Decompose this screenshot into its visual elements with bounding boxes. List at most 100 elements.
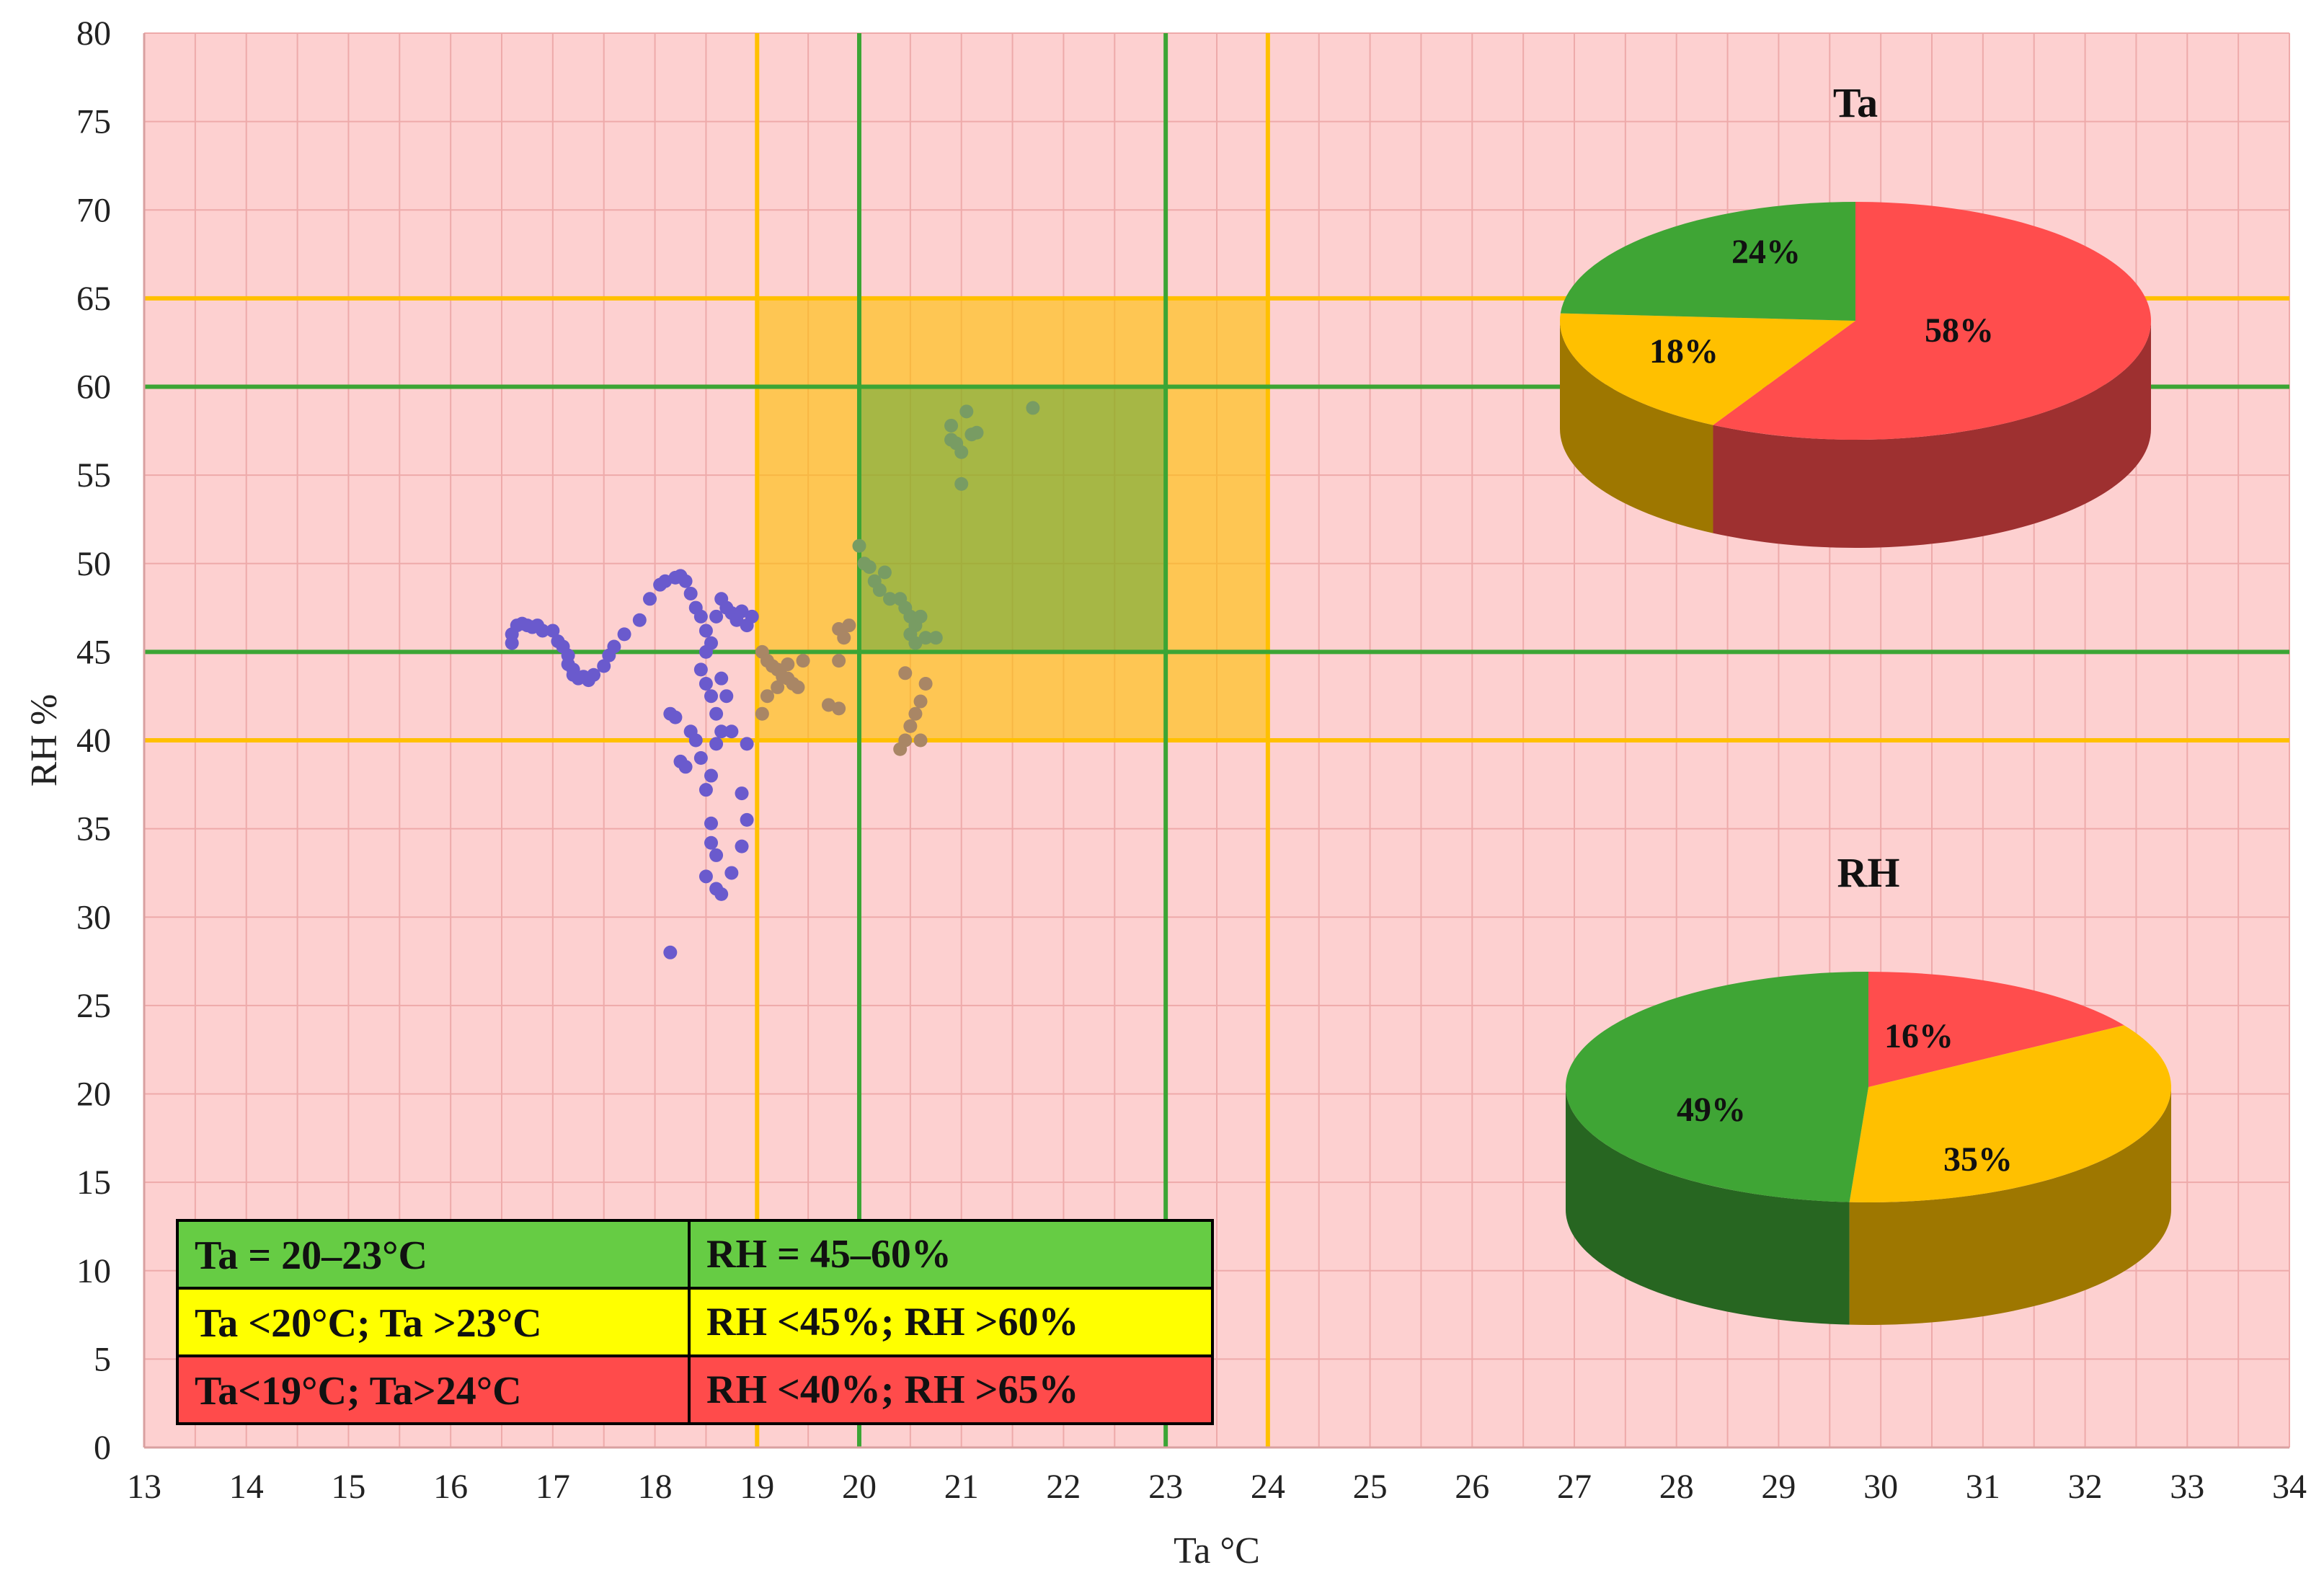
pie-slice-label: 49% <box>1677 1091 1746 1129</box>
pie-rh-title: RH <box>1837 849 1900 896</box>
data-point <box>663 945 678 959</box>
pie-chart-ta: 58% 18% 24% <box>1560 201 2152 548</box>
data-point <box>536 624 550 638</box>
pie-slice <box>1560 202 1855 321</box>
data-point <box>663 706 678 721</box>
pie-slice-label: 58% <box>1925 311 1994 350</box>
y-axis-label: RH % <box>24 694 65 787</box>
data-point <box>704 816 719 830</box>
x-tick-label: 23 <box>1148 1468 1183 1506</box>
data-point <box>883 592 897 606</box>
data-point <box>918 631 933 645</box>
data-point <box>877 565 892 580</box>
pie-slice-label: 35% <box>1943 1140 2013 1179</box>
y-tick-label: 60 <box>76 368 111 407</box>
data-point <box>597 659 611 673</box>
x-tick-label: 13 <box>127 1468 161 1506</box>
legend-ta-range: Ta<19°C; Ta>24°C <box>195 1369 522 1414</box>
data-point <box>617 627 631 642</box>
data-point <box>913 733 928 748</box>
data-point <box>837 631 851 645</box>
x-tick-label: 27 <box>1557 1468 1592 1506</box>
data-point <box>698 869 713 884</box>
legend-row <box>176 1219 1214 1290</box>
legend-table: Ta = 20–23°C RH = 45–60% Ta <20°C; Ta >23°… <box>176 1219 1214 1425</box>
data-point <box>913 609 928 624</box>
data-point <box>760 689 774 704</box>
legend-rh-range: RH = 45–60% <box>706 1232 952 1277</box>
data-point <box>893 742 908 756</box>
data-point <box>673 754 688 768</box>
pie-slice-side <box>1849 1087 2171 1325</box>
data-point <box>587 668 601 682</box>
y-tick-label: 30 <box>76 898 111 936</box>
data-point <box>908 636 923 650</box>
x-tick-labels: 13 14 15 16 17 18 19 20 21 22 23 24 25 26 27 28 29 30 31 32… <box>127 1468 2307 1506</box>
x-tick-label: 29 <box>1761 1468 1796 1506</box>
y-tick-label: 70 <box>76 191 111 229</box>
data-point <box>959 404 974 419</box>
pie-slice-side <box>1566 1087 1850 1325</box>
x-tick-label: 19 <box>740 1468 774 1506</box>
y-tick-label: 50 <box>76 545 111 583</box>
pie-slice-label: 18% <box>1649 332 1718 371</box>
data-point <box>781 657 795 672</box>
pie-slice-label: 16% <box>1884 1017 1953 1055</box>
data-point <box>944 418 959 433</box>
data-point <box>632 613 647 627</box>
data-point <box>714 671 729 686</box>
data-point <box>714 724 729 739</box>
data-point <box>704 835 719 850</box>
data-point <box>704 768 719 783</box>
data-point <box>954 476 969 491</box>
y-tick-labels: 0 5 10 15 20 25 30 35 40 45 50 55 60 65 70 75 80 <box>76 14 111 1467</box>
y-tick-label: 75 <box>76 103 111 141</box>
scatter-points <box>505 401 1040 959</box>
data-point <box>745 609 759 624</box>
data-point <box>832 701 846 716</box>
y-tick-label: 45 <box>76 633 111 671</box>
data-point <box>771 680 785 694</box>
y-tick-label: 15 <box>76 1163 111 1202</box>
data-point <box>709 706 724 721</box>
x-tick-label: 33 <box>2170 1468 2204 1506</box>
data-point <box>898 666 913 680</box>
data-point <box>755 706 769 721</box>
data-point <box>740 737 754 751</box>
pie-slice-side <box>1713 321 2151 548</box>
pie-slice <box>1565 972 1868 1202</box>
data-point <box>642 592 657 606</box>
data-point <box>683 724 698 739</box>
pie-slice <box>1560 313 1855 425</box>
data-point <box>908 706 923 721</box>
data-point <box>607 639 621 654</box>
axes <box>143 33 2289 1449</box>
x-tick-label: 20 <box>842 1468 877 1506</box>
x-axis-label: Ta °C <box>1174 1530 1260 1571</box>
y-tick-label: 5 <box>94 1340 111 1378</box>
data-point <box>928 631 943 645</box>
y-tick-label: 20 <box>76 1076 111 1114</box>
legend-row <box>176 1287 1214 1357</box>
data-point <box>872 583 887 598</box>
data-point <box>918 677 933 691</box>
y-tick-label: 0 <box>94 1429 111 1467</box>
x-tick-label: 15 <box>331 1468 365 1506</box>
data-point <box>791 680 805 694</box>
data-point <box>796 654 810 668</box>
x-tick-label: 32 <box>2068 1468 2103 1506</box>
data-point <box>724 866 739 880</box>
y-tick-label: 25 <box>76 987 111 1025</box>
data-point <box>709 848 724 862</box>
data-point <box>709 609 724 624</box>
data-point <box>970 425 984 440</box>
x-tick-label: 30 <box>1863 1468 1898 1506</box>
data-point <box>693 609 708 624</box>
data-point <box>735 604 749 618</box>
data-point <box>709 737 724 751</box>
pie-slice <box>1849 1025 2171 1203</box>
data-point <box>693 751 708 766</box>
data-point <box>683 586 698 600</box>
data-point <box>852 538 866 553</box>
